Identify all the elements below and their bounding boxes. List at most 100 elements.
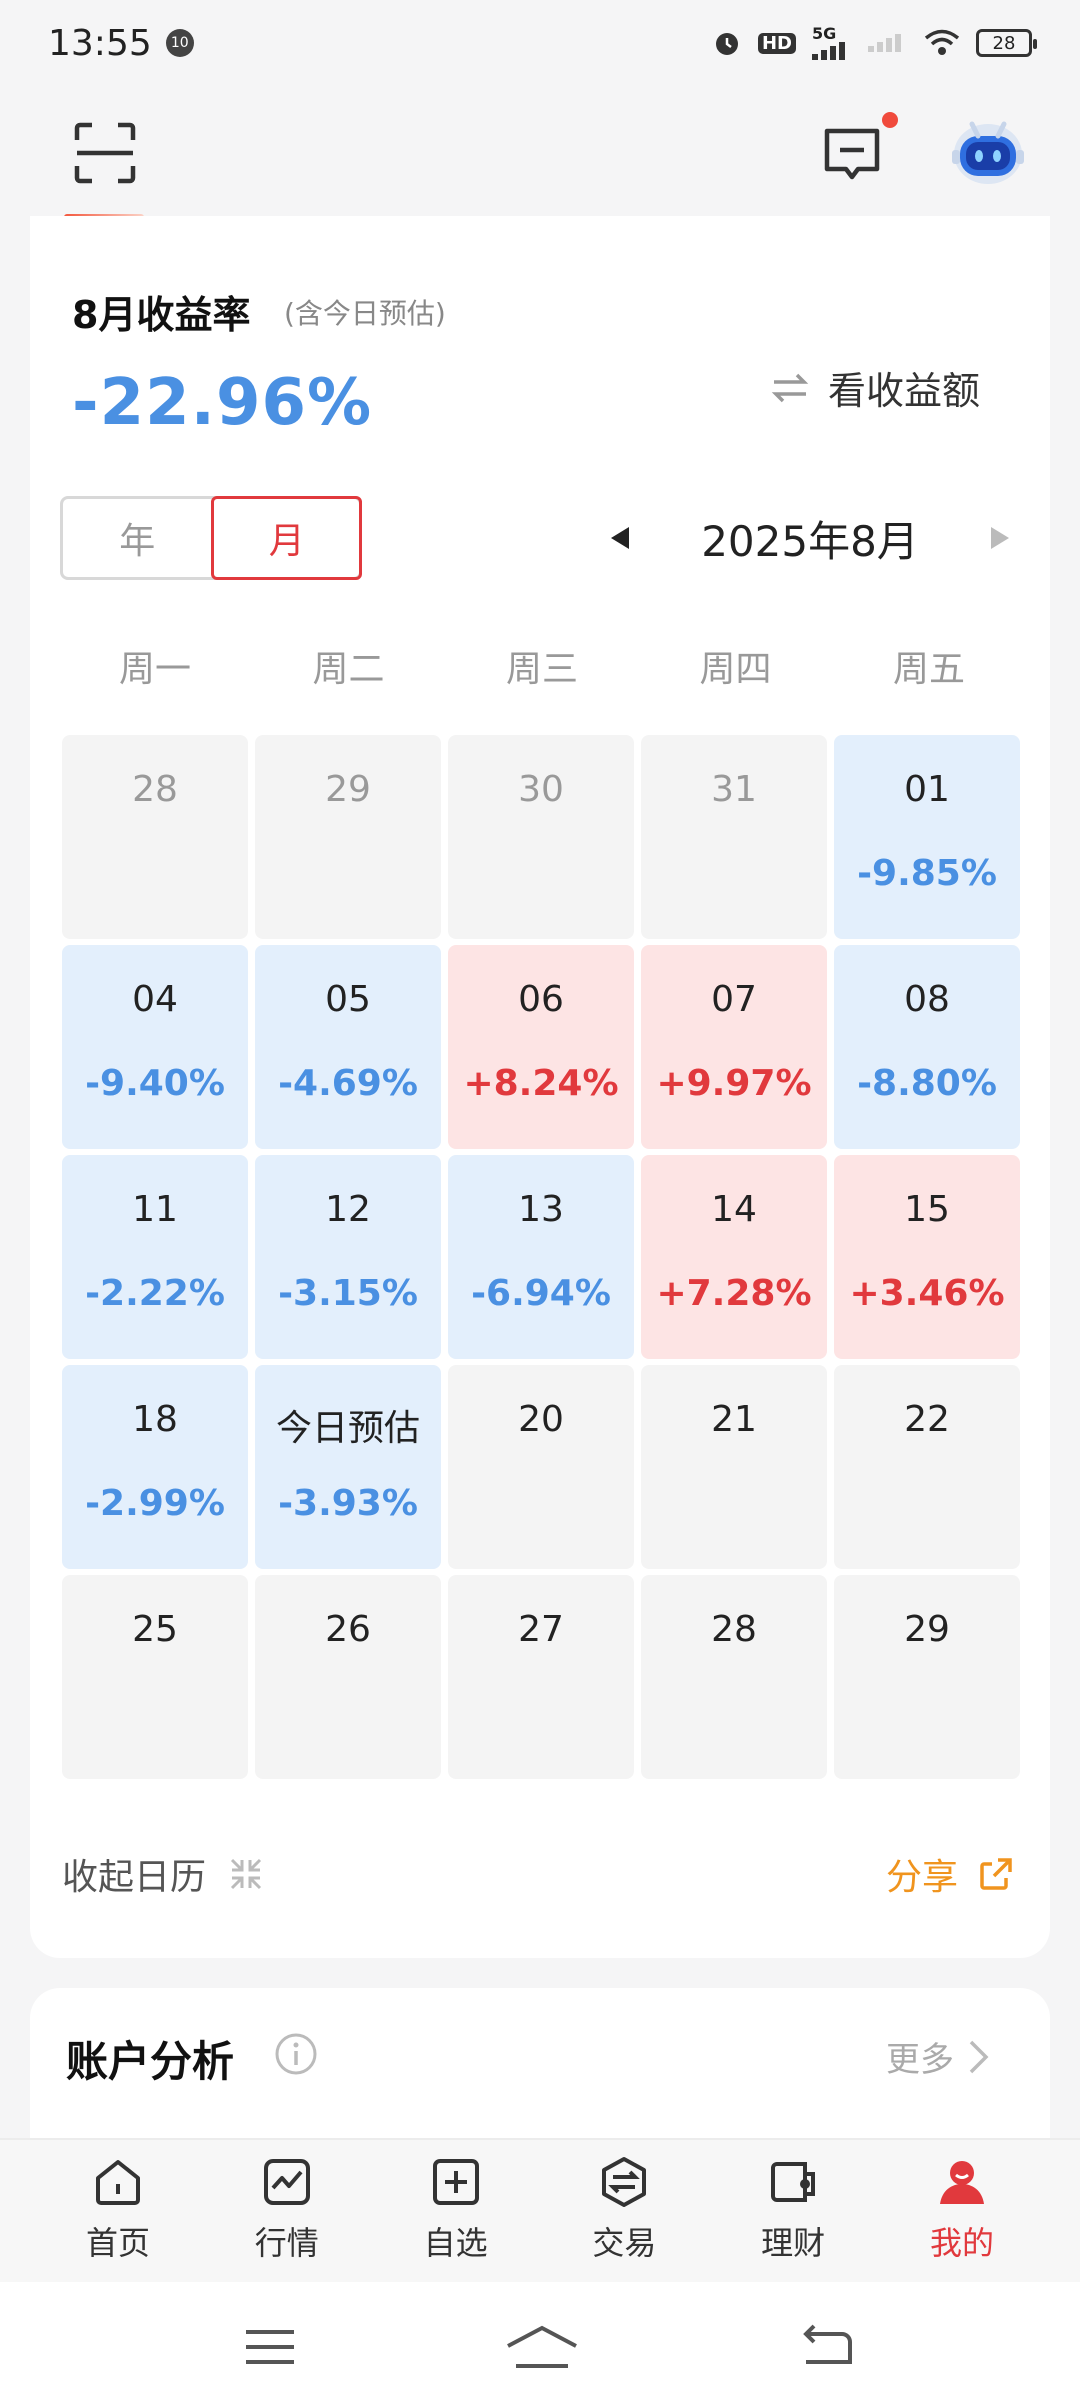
plus-box-icon: [432, 2159, 479, 2205]
nav-trade-label: 交易: [592, 2224, 657, 2262]
calendar-day-cell[interactable]: 22: [834, 1365, 1020, 1569]
clock: 13:55: [48, 22, 152, 64]
info-icon[interactable]: [274, 2032, 318, 2076]
chevron-right-icon: [969, 2040, 989, 2073]
nav-finance[interactable]: 理财: [709, 2140, 877, 2264]
calendar-day-label: 18: [132, 1399, 178, 1440]
share-icon: [980, 1858, 1012, 1890]
calendar-day-cell[interactable]: 08 -8.80%: [834, 945, 1020, 1149]
hd-icon: HD: [757, 32, 796, 54]
collapse-calendar-button[interactable]: 收起日历: [62, 1848, 264, 1900]
nav-market-label: 行情: [254, 2224, 319, 2262]
network-type: 5G: [812, 24, 837, 43]
battery-icon: 28: [976, 29, 1037, 57]
share-button[interactable]: 分享: [886, 1848, 1014, 1900]
calendar-day-cell[interactable]: 今日预估 -3.93%: [255, 1365, 441, 1569]
calendar-day-return: -8.80%: [857, 1063, 997, 1104]
segment-year[interactable]: 年: [119, 521, 156, 562]
calendar-day-label: 08: [904, 979, 950, 1020]
wifi-icon: [924, 29, 960, 57]
more-button[interactable]: 更多: [886, 2032, 990, 2081]
calendar-day-return: +8.24%: [463, 1063, 619, 1104]
calendar-day-label: 05: [325, 979, 371, 1020]
calendar-day-cell[interactable]: 18 -2.99%: [62, 1365, 248, 1569]
weekday-label: 周五: [892, 649, 965, 690]
calendar-day-label: 07: [711, 979, 757, 1020]
calendar-day-return: -9.85%: [857, 853, 997, 894]
calendar-day-cell[interactable]: 25: [62, 1575, 248, 1779]
alarm-icon: [712, 28, 742, 58]
assistant-robot-icon[interactable]: [950, 114, 1026, 190]
signal-5g-icon: 5G: [812, 26, 852, 60]
calendar-day-cell[interactable]: 07 +9.97%: [641, 945, 827, 1149]
calendar-day-cell[interactable]: 13 -6.94%: [448, 1155, 634, 1359]
calendar-day-label: 26: [325, 1609, 371, 1650]
period-segment: 年 月: [60, 496, 362, 580]
segment-month[interactable]: 月: [211, 496, 362, 580]
calendar-day-label: 25: [132, 1609, 178, 1650]
calendar-day-cell[interactable]: 04 -9.40%: [62, 945, 248, 1149]
return-rate-note: (含今日预估): [284, 297, 446, 330]
calendar-day-cell[interactable]: 14 +7.28%: [641, 1155, 827, 1359]
scan-icon[interactable]: [74, 122, 136, 184]
calendar-day-label: 12: [325, 1189, 371, 1230]
prev-month-icon[interactable]: [600, 518, 640, 558]
calendar-day-cell[interactable]: 21: [641, 1365, 827, 1569]
calendar-day-cell[interactable]: 28: [641, 1575, 827, 1779]
calendar-day-label: 29: [904, 1609, 950, 1650]
toggle-amount-label: 看收益额: [828, 369, 981, 413]
back-icon[interactable]: [796, 2322, 856, 2372]
calendar-day-cell[interactable]: 30: [448, 735, 634, 939]
calendar-day-cell[interactable]: 01 -9.85%: [834, 735, 1020, 939]
toggle-amount-button[interactable]: 看收益额: [770, 360, 980, 415]
nav-home-label: 首页: [85, 2224, 150, 2262]
calendar-day-label: 27: [518, 1609, 564, 1650]
calendar-day-cell[interactable]: 05 -4.69%: [255, 945, 441, 1149]
collapse-calendar-label: 收起日历: [62, 1857, 207, 1898]
status-bar: 13:55 10 HD 5G 28: [0, 0, 1080, 86]
nav-watchlist-label: 自选: [423, 2224, 488, 2262]
profile-icon: [939, 2161, 984, 2204]
weekday-label: 周一: [118, 649, 191, 690]
calendar-day-label: 01: [904, 769, 950, 810]
nav-finance-label: 理财: [761, 2224, 826, 2262]
menu-icon[interactable]: [240, 2322, 300, 2372]
calendar-day-cell[interactable]: 20: [448, 1365, 634, 1569]
message-icon[interactable]: [822, 126, 882, 182]
share-label: 分享: [886, 1857, 959, 1898]
calendar-day-cell[interactable]: 29: [834, 1575, 1020, 1779]
next-month-icon[interactable]: [980, 518, 1020, 558]
nav-watchlist[interactable]: 自选: [372, 2140, 540, 2264]
collapse-icon: [230, 1858, 262, 1890]
calendar-day-cell[interactable]: 11 -2.22%: [62, 1155, 248, 1359]
current-month-label: 2025年8月: [701, 516, 919, 566]
weekday-header: 周一 周二 周三 周四 周五: [62, 640, 1022, 692]
calendar-day-return: -6.94%: [471, 1273, 611, 1314]
nav-profile[interactable]: 我的: [878, 2140, 1046, 2264]
notification-count-icon: 10: [165, 29, 194, 57]
calendar-day-label: 30: [518, 769, 564, 810]
chart-icon: [263, 2159, 310, 2205]
calendar-grid: 28 29 30 31 01 -9.85% 04 -9.40% 05 -4.69% 06 +8.24%…: [62, 735, 1020, 1779]
calendar-day-cell[interactable]: 31: [641, 735, 827, 939]
month-navigator: 2025年8月: [600, 500, 1020, 576]
calendar-day-cell[interactable]: 29: [255, 735, 441, 939]
nav-trade[interactable]: 交易: [540, 2140, 708, 2264]
nav-market[interactable]: 行情: [203, 2140, 371, 2264]
calendar-day-cell[interactable]: 28: [62, 735, 248, 939]
home-icon: [96, 2160, 140, 2205]
calendar-day-return: +3.46%: [849, 1273, 1005, 1314]
calendar-day-label: 11: [132, 1189, 178, 1230]
calendar-day-cell[interactable]: 06 +8.24%: [448, 945, 634, 1149]
calendar-day-cell[interactable]: 26: [255, 1575, 441, 1779]
calendar-day-cell[interactable]: 15 +3.46%: [834, 1155, 1020, 1359]
calendar-day-cell[interactable]: 12 -3.15%: [255, 1155, 441, 1359]
calendar-day-cell[interactable]: 27: [448, 1575, 634, 1779]
home-gesture-icon[interactable]: [504, 2322, 580, 2372]
bottom-navigation: 首页 行情 自选 交易 理财 我的: [0, 2138, 1080, 2282]
calendar-day-label: 04: [132, 979, 178, 1020]
nav-profile-label: 我的: [929, 2224, 994, 2262]
return-rate-title: 8月收益率: [72, 293, 251, 337]
calendar-day-return: -3.15%: [278, 1273, 418, 1314]
nav-home[interactable]: 首页: [34, 2140, 202, 2264]
